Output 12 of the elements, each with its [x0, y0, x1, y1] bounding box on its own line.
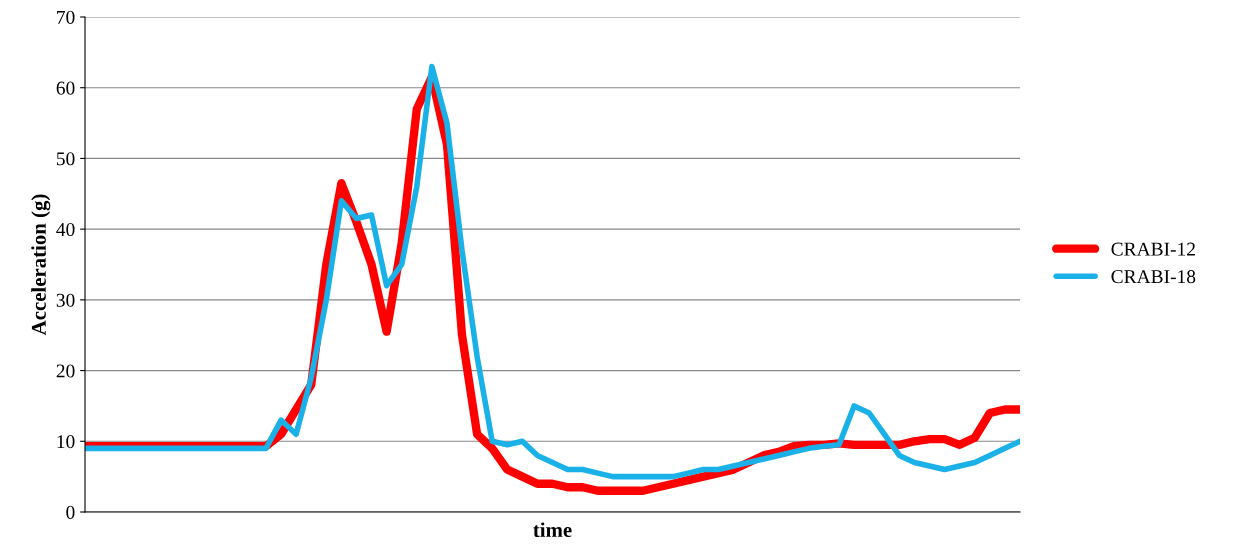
y-tick-label: 50 — [56, 152, 75, 166]
x-axis-title: time — [533, 522, 572, 538]
y-tick-label: 60 — [56, 81, 75, 95]
y-tick-label: 20 — [56, 364, 75, 378]
legend-label: CRABI-12 — [1111, 242, 1195, 256]
y-tick-label: 30 — [56, 293, 75, 307]
y-tick-label: 0 — [66, 505, 75, 519]
y-axis-title: Acceleration (g) — [31, 194, 51, 336]
legend-label: CRABI-18 — [1111, 270, 1196, 284]
y-tick-label: 70 — [57, 10, 75, 24]
y-tick-label: 10 — [57, 435, 75, 449]
y-tick-label: 40 — [56, 222, 75, 237]
